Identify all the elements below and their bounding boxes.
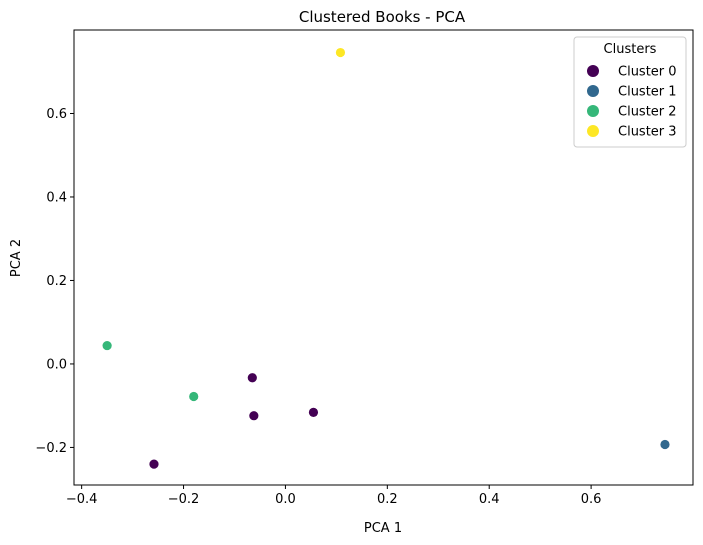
y-tick-label: −0.2 — [35, 441, 67, 456]
x-tick-label: 0.0 — [275, 492, 296, 507]
legend-marker-cluster-3 — [587, 125, 599, 137]
data-points — [102, 47, 670, 469]
legend-label-cluster-1: Cluster 1 — [618, 85, 677, 100]
legend-box — [573, 36, 687, 148]
legend-marker-cluster-2 — [587, 105, 599, 117]
legend-title: Clusters — [604, 42, 657, 57]
data-point-cluster-0 — [249, 411, 259, 421]
legend-marker-cluster-0 — [587, 65, 599, 77]
data-point-cluster-0 — [308, 407, 319, 417]
x-tick-label: 0.2 — [377, 492, 398, 507]
data-point-cluster-2 — [189, 391, 199, 402]
data-point-cluster-0 — [149, 459, 159, 469]
x-tick-label: 0.6 — [581, 492, 602, 507]
legend: Clusters Cluster 0 Cluster 1 Cluster 2 Clus… — [573, 36, 687, 148]
y-axis: −0.2 0.0 0.2 0.4 0.6 — [35, 107, 74, 456]
chart-title: Clustered Books - PCA — [299, 8, 466, 26]
x-axis: −0.4 −0.2 0.0 0.2 0.4 0.6 — [66, 485, 602, 507]
legend-label-cluster-0: Cluster 0 — [618, 65, 677, 80]
data-point-cluster-2 — [102, 340, 112, 351]
y-tick-label: 0.4 — [46, 190, 67, 205]
legend-label-cluster-2: Cluster 2 — [618, 105, 677, 120]
legend-marker-cluster-1 — [587, 85, 599, 97]
y-axis-label: PCA 2 — [9, 239, 24, 277]
y-tick-label: 0.0 — [46, 357, 67, 372]
x-tick-label: 0.4 — [479, 492, 500, 507]
x-tick-label: −0.2 — [168, 492, 200, 507]
y-tick-label: 0.6 — [46, 107, 67, 122]
x-axis-label: PCA 1 — [364, 521, 402, 536]
data-point-cluster-1 — [660, 439, 670, 450]
y-tick-label: 0.2 — [46, 274, 67, 289]
data-point-cluster-3 — [335, 47, 346, 58]
legend-label-cluster-3: Cluster 3 — [618, 125, 677, 140]
x-tick-label: −0.4 — [66, 492, 98, 507]
data-point-cluster-0 — [247, 373, 257, 383]
